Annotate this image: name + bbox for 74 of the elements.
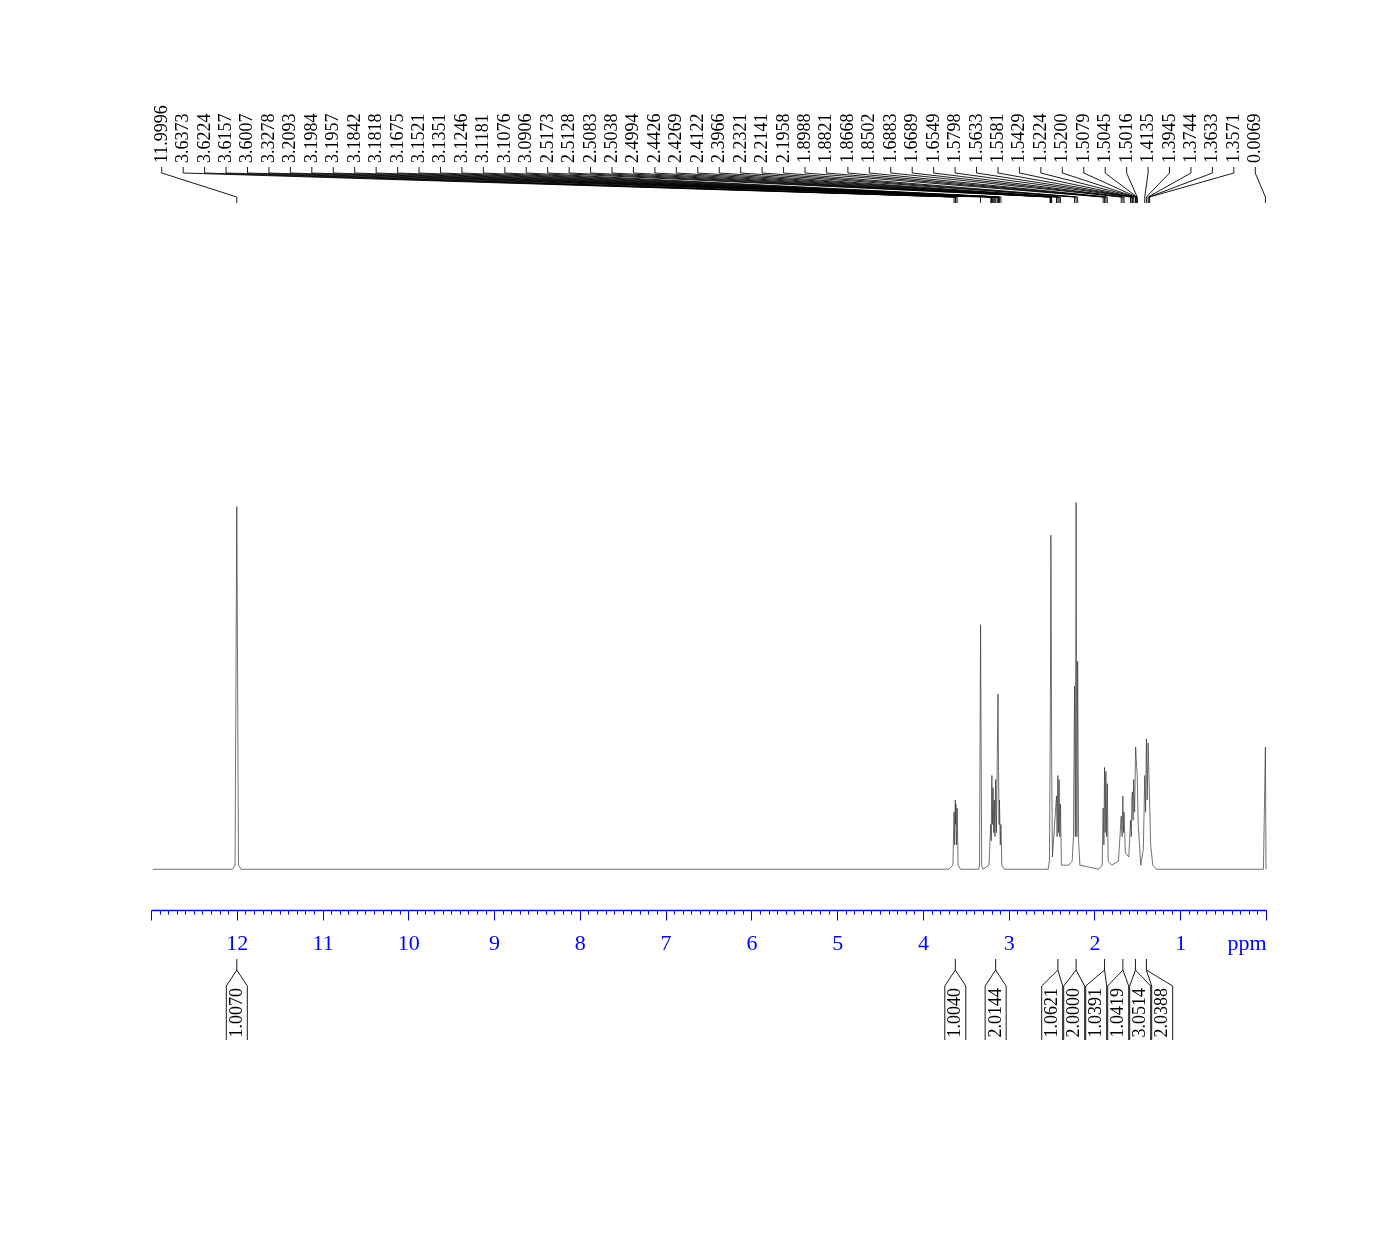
annotation: 1.4135 bbox=[1137, 113, 1158, 163]
annotation: 1.8668 bbox=[836, 113, 857, 163]
x-tick-label: 4 bbox=[917, 929, 929, 955]
annotation: 1.6689 bbox=[901, 113, 922, 163]
annotation: 3.2093 bbox=[279, 113, 300, 163]
annotation: 2.4122 bbox=[686, 113, 707, 163]
annotation: 0.0069 bbox=[1244, 113, 1265, 163]
annotation: 1.3571 bbox=[1222, 113, 1243, 163]
annotation: 2.3966 bbox=[708, 113, 729, 163]
annotation: 1.0070 bbox=[225, 988, 246, 1038]
annotation: 1.8988 bbox=[793, 113, 814, 163]
annotation: 3.1246 bbox=[450, 113, 471, 163]
annotation: 1.3945 bbox=[1158, 113, 1179, 163]
annotation: 2.4269 bbox=[665, 113, 686, 163]
x-tick-label: 5 bbox=[832, 929, 844, 955]
annotation: 1.3633 bbox=[1201, 113, 1222, 163]
annotation: 1.5224 bbox=[1029, 113, 1050, 163]
annotation: 2.2141 bbox=[751, 113, 772, 163]
annotation: 3.1957 bbox=[322, 113, 343, 163]
annotation: 1.6883 bbox=[879, 113, 900, 163]
x-tick-label: 3 bbox=[1003, 929, 1015, 955]
annotation: 2.0144 bbox=[984, 988, 1005, 1038]
annotation: 3.1351 bbox=[429, 113, 450, 163]
annotation: 3.6224 bbox=[193, 113, 214, 163]
x-tick-label: 8 bbox=[574, 929, 586, 955]
x-tick-label: 9 bbox=[489, 929, 501, 955]
annotation: 2.5038 bbox=[601, 113, 622, 163]
annotation: 1.0621 bbox=[1041, 988, 1062, 1038]
annotation: 1.5045 bbox=[1094, 113, 1115, 163]
annotation: 1.0040 bbox=[944, 988, 965, 1038]
annotation: 2.5173 bbox=[536, 113, 557, 163]
annotation: 1.5581 bbox=[986, 113, 1007, 163]
annotation: 3.1076 bbox=[493, 113, 514, 163]
x-tick-label: 6 bbox=[746, 929, 758, 955]
x-tick-label: 7 bbox=[660, 929, 672, 955]
x-axis-title: ppm bbox=[1227, 929, 1267, 955]
annotation: 3.1675 bbox=[386, 113, 407, 163]
x-tick-label: 12 bbox=[226, 929, 249, 955]
annotation: 3.1842 bbox=[343, 113, 364, 163]
annotation: 1.8821 bbox=[815, 113, 836, 163]
annotation: 1.5798 bbox=[944, 113, 965, 163]
annotation: 1.5079 bbox=[1072, 113, 1093, 163]
annotation: 3.3278 bbox=[257, 113, 278, 163]
x-tick-label: 10 bbox=[397, 929, 420, 955]
annotation: 2.0388 bbox=[1151, 988, 1172, 1038]
annotation: 3.0906 bbox=[515, 113, 536, 163]
annotation: 1.5200 bbox=[1051, 113, 1072, 163]
annotation: 3.1818 bbox=[365, 113, 386, 163]
annotation: 1.5016 bbox=[1115, 113, 1136, 163]
annotation: 1.0391 bbox=[1085, 988, 1106, 1038]
annotation: 3.1181 bbox=[472, 114, 493, 163]
annotation: 1.8502 bbox=[858, 113, 879, 163]
annotation: 3.6007 bbox=[236, 113, 257, 163]
annotation: 3.0514 bbox=[1129, 988, 1150, 1038]
annotation: 3.1521 bbox=[408, 113, 429, 163]
annotation: 1.5633 bbox=[965, 113, 986, 163]
annotation: 3.6373 bbox=[172, 113, 193, 163]
annotation: 1.5429 bbox=[1008, 113, 1029, 163]
annotation: 2.1958 bbox=[772, 113, 793, 163]
x-tick-label: 1 bbox=[1175, 929, 1187, 955]
annotation: 2.5128 bbox=[558, 113, 579, 163]
annotation: 2.4426 bbox=[643, 113, 664, 163]
annotation: 1.6549 bbox=[922, 113, 943, 163]
annotation: 1.0419 bbox=[1107, 988, 1128, 1038]
annotation: 3.6157 bbox=[215, 113, 236, 163]
x-tick-label: 11 bbox=[312, 929, 334, 955]
annotation: 1.3744 bbox=[1179, 113, 1200, 163]
x-tick-label: 2 bbox=[1089, 929, 1101, 955]
annotation: 2.5083 bbox=[579, 113, 600, 163]
annotation: 3.1984 bbox=[300, 113, 321, 163]
annotation: 2.4994 bbox=[622, 113, 643, 163]
annotation: 11.9996 bbox=[150, 105, 171, 163]
annotation: 2.2321 bbox=[729, 113, 750, 163]
annotation: 2.0000 bbox=[1063, 988, 1084, 1038]
